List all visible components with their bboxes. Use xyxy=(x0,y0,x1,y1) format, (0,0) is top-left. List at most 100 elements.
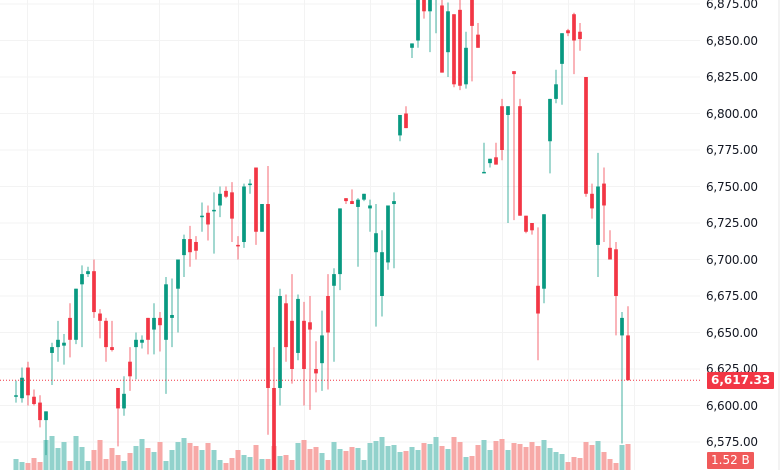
candle-down xyxy=(536,285,540,314)
candle-up xyxy=(398,114,402,136)
volume-bar xyxy=(181,438,187,470)
volume-bar xyxy=(337,449,343,470)
candle-down xyxy=(476,34,480,48)
volume-bar xyxy=(145,448,151,470)
volume-bar xyxy=(109,448,115,470)
candle-up xyxy=(140,339,144,343)
volume-bar xyxy=(547,448,553,470)
candle-up xyxy=(152,317,156,330)
volume-bar xyxy=(613,463,619,470)
volume-bar xyxy=(205,443,211,470)
candle-up xyxy=(14,395,18,397)
volume-bar xyxy=(127,453,133,470)
candle-up xyxy=(332,274,336,286)
volume-bar xyxy=(469,456,475,470)
candle-up xyxy=(296,298,300,353)
candle-down xyxy=(188,239,192,253)
volume-bar xyxy=(445,449,451,470)
volume-bar xyxy=(139,439,145,470)
candle-up xyxy=(338,208,342,275)
volume-bar xyxy=(361,460,367,470)
candle-down xyxy=(590,193,594,209)
price-plot xyxy=(0,0,700,470)
price-tick-label: 6,775.00 xyxy=(706,143,758,157)
candle-up xyxy=(356,199,360,207)
volume-bar xyxy=(253,445,259,470)
volume-bar xyxy=(475,445,481,470)
volume-bar xyxy=(79,447,85,470)
volume-bar xyxy=(505,450,511,470)
candle-down xyxy=(566,30,570,34)
candle-up xyxy=(44,411,48,421)
volume-bar xyxy=(427,444,433,470)
volume-bar xyxy=(229,458,235,470)
candle-up xyxy=(122,393,126,409)
volume-bar xyxy=(439,446,445,470)
candle-down xyxy=(608,247,612,260)
volume-bar xyxy=(25,463,31,470)
candle-down xyxy=(308,322,312,330)
volume-bar xyxy=(283,455,289,470)
candle-down xyxy=(230,192,234,219)
candle-up xyxy=(620,317,624,336)
price-tick-label: 6,675.00 xyxy=(706,289,758,303)
volume-bar xyxy=(577,458,583,470)
candle-up xyxy=(278,296,282,388)
candle-down xyxy=(92,271,96,313)
volume-bar xyxy=(499,439,505,470)
candle-down xyxy=(602,183,606,206)
candle-up xyxy=(374,233,378,253)
volume-bar xyxy=(607,459,613,470)
volume-bar xyxy=(451,437,457,470)
candle-up xyxy=(80,274,84,285)
candle-up xyxy=(200,215,204,218)
candle-down xyxy=(26,367,30,396)
candle-down xyxy=(452,14,456,85)
candle-down xyxy=(158,317,162,326)
candle-down xyxy=(512,71,516,75)
candle-up xyxy=(428,0,432,12)
candle-down xyxy=(572,14,576,41)
volume-bar xyxy=(235,450,241,470)
candle-down xyxy=(254,167,258,232)
volume-bar xyxy=(151,452,157,470)
candle-up xyxy=(410,43,414,48)
volume-bar xyxy=(193,446,199,470)
candle-up xyxy=(446,11,450,53)
price-axis[interactable]: 6,875.00 6,850.00 6,825.00 6,800.00 6,775.00… xyxy=(700,0,780,470)
candle-down xyxy=(518,106,522,216)
volume-bar xyxy=(349,447,355,470)
volume-bar xyxy=(397,452,403,470)
candle-up xyxy=(362,193,366,200)
candle-up xyxy=(218,193,222,206)
plot-area[interactable] xyxy=(0,0,700,470)
volume-bar xyxy=(409,447,415,470)
volume-bar xyxy=(319,453,325,470)
volume-bar xyxy=(187,443,193,470)
candle-up xyxy=(74,288,78,340)
candle-up xyxy=(320,335,324,364)
volume-bar xyxy=(457,442,463,470)
candle-down xyxy=(344,198,348,202)
candle-up xyxy=(392,201,396,205)
volume-bar xyxy=(85,461,91,470)
axis-border xyxy=(778,0,780,470)
volume-bar xyxy=(415,450,421,470)
candle-down xyxy=(98,313,102,321)
candle-up xyxy=(548,98,552,142)
candle-up xyxy=(134,339,138,348)
price-tick-label: 6,725.00 xyxy=(706,216,758,230)
candle-down xyxy=(224,190,228,197)
candle-down xyxy=(302,320,306,369)
volume-bar xyxy=(247,457,253,470)
volume-bar xyxy=(157,442,163,470)
candle-down xyxy=(422,0,426,12)
candle-up xyxy=(506,106,510,115)
volume-bar xyxy=(355,448,361,470)
candle-down xyxy=(524,215,528,232)
volume-bar xyxy=(265,459,271,470)
candle-up xyxy=(542,214,546,289)
volume-bar xyxy=(541,440,547,470)
volume-bar xyxy=(463,457,469,470)
